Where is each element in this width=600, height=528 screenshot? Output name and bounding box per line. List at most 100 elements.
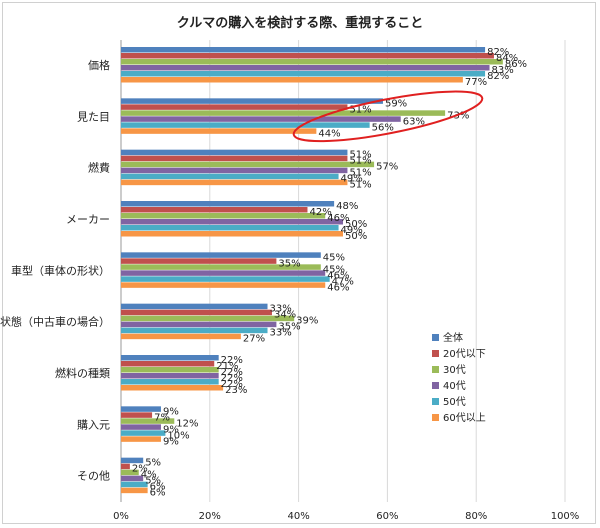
bar bbox=[121, 315, 295, 322]
bar bbox=[121, 481, 148, 488]
bar bbox=[121, 207, 308, 213]
bar bbox=[121, 355, 219, 361]
value-label: 50% bbox=[345, 231, 367, 242]
bar bbox=[121, 110, 446, 116]
value-label: 48% bbox=[336, 201, 358, 212]
x-tick-label: 100% bbox=[551, 511, 580, 522]
category-label: 価格 bbox=[88, 58, 110, 72]
value-label: 7% bbox=[154, 412, 170, 423]
value-label: 6% bbox=[150, 482, 166, 493]
bar bbox=[121, 373, 219, 379]
bar bbox=[121, 475, 144, 482]
legend-label: 全体 bbox=[443, 331, 463, 344]
category-label: 車型（車体の形状） bbox=[11, 263, 110, 277]
bar bbox=[121, 321, 277, 328]
bar bbox=[121, 436, 161, 442]
value-label: 21% bbox=[216, 361, 238, 372]
legend-label: 40代 bbox=[443, 380, 466, 392]
bar bbox=[121, 225, 339, 231]
bar bbox=[121, 179, 348, 186]
legend: 全体 20代以下 30代 40代 50代 60代以上 bbox=[432, 331, 486, 424]
value-label: 82% bbox=[487, 71, 509, 82]
bar bbox=[121, 309, 272, 316]
bar bbox=[121, 122, 370, 128]
x-tick-label: 80% bbox=[465, 511, 487, 522]
category-label: 購入元 bbox=[77, 417, 110, 431]
value-label: 44% bbox=[318, 128, 340, 139]
legend-label: 30代 bbox=[443, 364, 466, 376]
value-label: 22% bbox=[221, 367, 243, 378]
value-label: 57% bbox=[376, 162, 398, 173]
value-label: 51% bbox=[349, 168, 371, 179]
bar bbox=[121, 424, 161, 430]
value-label: 82% bbox=[487, 47, 509, 58]
value-label: 9% bbox=[163, 436, 179, 447]
value-label: 34% bbox=[274, 310, 296, 321]
value-label: 9% bbox=[163, 424, 179, 435]
bar bbox=[121, 258, 277, 264]
bars bbox=[121, 47, 503, 494]
value-label: 10% bbox=[167, 430, 189, 441]
x-tick-label: 0% bbox=[113, 511, 129, 522]
bar bbox=[121, 406, 161, 412]
bar bbox=[121, 149, 348, 156]
x-tick-label: 40% bbox=[287, 511, 309, 522]
category-label: 燃料の種類 bbox=[55, 366, 110, 380]
legend-swatch bbox=[432, 382, 439, 389]
bar bbox=[121, 333, 241, 340]
value-label: 83% bbox=[492, 65, 514, 76]
value-label: 35% bbox=[278, 258, 300, 269]
bar bbox=[121, 367, 219, 373]
bar bbox=[121, 201, 335, 207]
value-label: 5% bbox=[145, 458, 161, 469]
value-label: 2% bbox=[132, 464, 148, 475]
value-label: 56% bbox=[372, 122, 394, 133]
bar bbox=[121, 104, 348, 110]
value-label: 77% bbox=[465, 77, 487, 88]
value-label: 33% bbox=[270, 328, 292, 339]
value-label: 42% bbox=[309, 207, 331, 218]
bar bbox=[121, 173, 339, 180]
category-label: メーカー bbox=[66, 213, 110, 226]
bar bbox=[121, 161, 375, 168]
x-tick-label: 60% bbox=[376, 511, 398, 522]
value-label: 50% bbox=[345, 219, 367, 230]
value-label: 33% bbox=[270, 304, 292, 315]
value-label: 22% bbox=[221, 379, 243, 390]
bar bbox=[121, 213, 326, 219]
value-label: 86% bbox=[505, 59, 527, 70]
value-label: 45% bbox=[323, 252, 345, 263]
legend-label: 50代 bbox=[443, 396, 466, 408]
bar bbox=[121, 77, 463, 83]
bar bbox=[121, 59, 503, 65]
value-label: 47% bbox=[332, 276, 354, 287]
legend-swatch bbox=[432, 414, 439, 421]
bar bbox=[121, 47, 486, 53]
value-label: 73% bbox=[447, 110, 469, 121]
bar bbox=[121, 469, 139, 476]
bar bbox=[121, 430, 166, 436]
legend-swatch bbox=[432, 366, 439, 373]
value-label: 51% bbox=[349, 156, 371, 167]
bar bbox=[121, 252, 321, 258]
legend-swatch bbox=[432, 398, 439, 405]
category-label: 状態（中古車の場合） bbox=[0, 315, 110, 329]
value-label: 23% bbox=[225, 385, 247, 396]
value-label: 46% bbox=[327, 213, 349, 224]
value-label: 51% bbox=[349, 150, 371, 161]
value-label: 22% bbox=[221, 355, 243, 366]
bar bbox=[121, 71, 486, 77]
bar bbox=[121, 116, 401, 122]
bar bbox=[121, 412, 153, 418]
value-label: 63% bbox=[403, 116, 425, 127]
bar bbox=[121, 53, 494, 59]
legend-label: 60代以上 bbox=[443, 412, 486, 424]
value-label: 39% bbox=[296, 316, 318, 327]
category-label: その他 bbox=[77, 470, 110, 483]
bar bbox=[121, 98, 383, 104]
bar bbox=[121, 327, 268, 334]
bar bbox=[121, 463, 130, 470]
legend-label: 20代以下 bbox=[443, 348, 486, 360]
value-label: 59% bbox=[385, 98, 407, 109]
